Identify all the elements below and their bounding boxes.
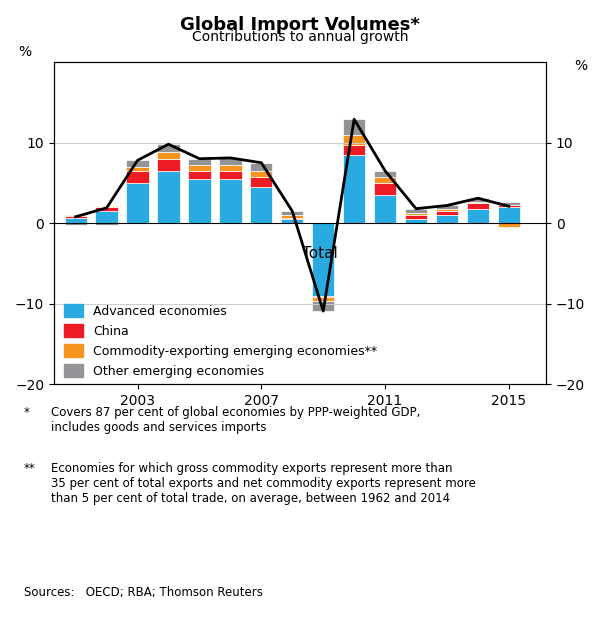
Legend: Advanced economies, China, Commodity-exporting emerging economies**, Other emerg: Advanced economies, China, Commodity-exp… [60,301,380,381]
Bar [281,211,304,215]
Bar [157,144,179,153]
Bar [498,205,520,207]
Bar [436,205,458,210]
Bar [405,215,427,219]
Bar [157,171,179,223]
Text: Economies for which gross commodity exports represent more than
35 per cent of t: Economies for which gross commodity expo… [51,462,476,505]
Bar [95,207,118,211]
Bar [374,183,396,195]
Bar [250,171,272,177]
Bar [374,177,396,183]
Bar [188,159,211,165]
Bar [498,223,520,228]
Text: Global Import Volumes*: Global Import Volumes* [180,16,420,33]
Bar [95,211,118,223]
Bar [467,203,489,209]
Bar [188,165,211,171]
Bar [219,171,242,179]
Bar [343,119,365,135]
Text: **: ** [24,462,36,475]
Bar [127,183,149,223]
Bar [467,198,489,202]
Bar [127,167,149,171]
Bar [498,207,520,223]
Bar [188,179,211,223]
Bar [281,218,304,219]
Bar [467,202,489,203]
Bar [65,223,87,225]
Bar [219,158,242,165]
Bar [250,177,272,187]
Bar [467,209,489,223]
Bar [157,153,179,159]
Bar [374,171,396,177]
Bar [65,216,87,218]
Bar [405,219,427,223]
Bar [312,301,334,311]
Bar [343,135,365,145]
Bar [281,219,304,223]
Text: Contributions to annual growth: Contributions to annual growth [192,30,408,44]
Bar [498,202,520,205]
Bar [281,215,304,218]
Bar [65,218,87,223]
Bar [65,215,87,216]
Bar [405,209,427,213]
Bar [436,211,458,215]
Bar [188,171,211,179]
Text: Sources:   OECD; RBA; Thomson Reuters: Sources: OECD; RBA; Thomson Reuters [24,586,263,599]
Bar [157,159,179,171]
Bar [127,161,149,167]
Bar [343,145,365,155]
Bar [436,215,458,223]
Bar [436,210,458,211]
Y-axis label: %: % [574,59,587,73]
Bar [312,296,334,298]
Text: *: * [24,406,30,419]
Bar [312,298,334,301]
Bar [405,213,427,215]
Bar [374,195,396,223]
Bar [219,179,242,223]
Bar [95,223,118,225]
Text: Covers 87 per cent of global economies by PPP-weighted GDP,
includes goods and s: Covers 87 per cent of global economies b… [51,406,421,434]
Bar [343,155,365,223]
Bar [127,171,149,183]
Bar [219,165,242,171]
Bar [312,223,334,296]
Bar [250,187,272,223]
Text: Total: Total [302,246,337,261]
Y-axis label: %: % [18,45,31,59]
Bar [250,163,272,171]
Bar [95,206,118,207]
